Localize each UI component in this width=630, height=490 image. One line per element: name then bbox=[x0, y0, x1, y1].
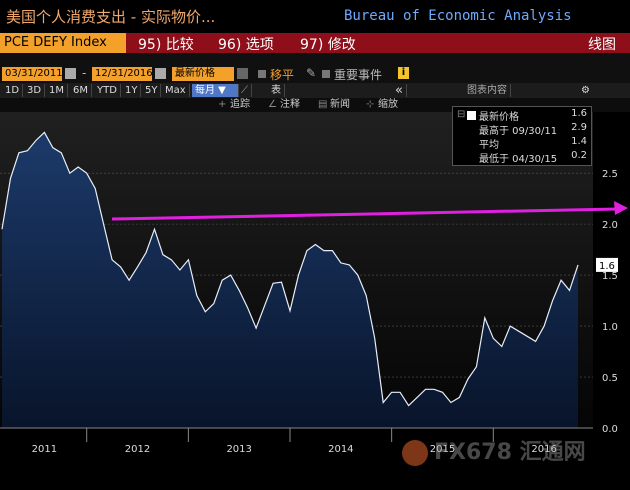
legend-last-label: 最新价格 bbox=[479, 112, 519, 123]
command-bar: PCE DEFY Index 95) 比较 96) 选项 97) 修改 线图 bbox=[0, 33, 630, 53]
range-1m[interactable]: 1M bbox=[46, 84, 68, 97]
range-max[interactable]: Max bbox=[162, 84, 190, 97]
legend: ⊟ 最新价格 1.6 最高于 09/30/11 2.9 平均 1.4 最低于 0… bbox=[452, 106, 592, 166]
calendar-icon[interactable] bbox=[155, 68, 166, 79]
moving-avg-label: 移平 bbox=[270, 68, 295, 82]
crosshair-icon: + bbox=[218, 99, 227, 110]
compare-menu[interactable]: 95) 比较 bbox=[138, 37, 194, 53]
edit-menu[interactable]: 97) 修改 bbox=[300, 37, 356, 53]
range-bar: 1D 3D 1M 6M YTD 1Y 5Y Max 每月 ▼ ⟋ 表 « 图表内… bbox=[0, 83, 630, 98]
legend-last-value: 1.6 bbox=[571, 108, 587, 119]
source-label: Bureau of Economic Analysis bbox=[344, 8, 572, 24]
news-button[interactable]: 新闻 bbox=[330, 99, 350, 110]
reference-arrow-head bbox=[614, 201, 628, 216]
line-chart-icon[interactable]: ⟋ bbox=[238, 84, 252, 97]
zoom-button[interactable]: 缩放 bbox=[378, 99, 398, 110]
x-tick-label: 2011 bbox=[32, 444, 57, 455]
date-separator: - bbox=[82, 66, 87, 80]
events-checkbox[interactable] bbox=[322, 70, 330, 78]
x-tick-label: 2016 bbox=[531, 444, 556, 455]
chart-title: 美国个人消费支出 - 实际物价... bbox=[6, 8, 216, 26]
legend-high-label: 最高于 09/30/11 bbox=[479, 126, 558, 137]
last-value-box bbox=[596, 257, 618, 272]
y-tick-label: 2.5 bbox=[602, 169, 618, 180]
collapse-icon[interactable]: « bbox=[392, 84, 407, 97]
legend-low-label: 最低于 04/30/15 bbox=[479, 154, 558, 165]
chart-content-button[interactable]: 图表内容 bbox=[464, 84, 511, 97]
range-3d[interactable]: 3D bbox=[24, 84, 46, 97]
x-axis-band bbox=[0, 428, 593, 458]
x-tick-label: 2013 bbox=[226, 444, 251, 455]
gear-icon[interactable]: ⚙ bbox=[581, 85, 590, 96]
pen-icon[interactable]: ✎ bbox=[306, 66, 317, 80]
legend-avg-value: 1.4 bbox=[571, 136, 587, 147]
x-tick-label: 2012 bbox=[125, 444, 150, 455]
calendar-icon[interactable] bbox=[65, 68, 76, 79]
series-line bbox=[1, 131, 579, 407]
legend-low-value: 0.2 bbox=[571, 150, 587, 161]
table-button[interactable]: 表 bbox=[268, 84, 285, 97]
reference-arrow-line bbox=[111, 207, 619, 221]
legend-tree-icon: ⊟ bbox=[457, 109, 466, 120]
last-value-label: 1.6 bbox=[599, 261, 615, 272]
y-tick-label: 1.0 bbox=[602, 322, 618, 333]
annotate-icon: ∠ bbox=[268, 99, 277, 110]
control-bar: 03/31/2011 - 12/31/2016 最新价格 移平 ✎ 重要事件 i bbox=[0, 53, 630, 83]
range-1y[interactable]: 1Y bbox=[122, 84, 142, 97]
y-tick-label: 0.0 bbox=[602, 424, 618, 435]
options-menu[interactable]: 96) 选项 bbox=[218, 37, 274, 53]
news-icon: ▤ bbox=[318, 99, 328, 110]
y-tick-label: 0.5 bbox=[602, 373, 618, 384]
watermark: FX678 汇通网 bbox=[402, 434, 586, 466]
series-area bbox=[2, 132, 578, 428]
watermark-text: FX678 汇通网 bbox=[434, 440, 586, 465]
watermark-logo-icon bbox=[402, 440, 428, 466]
events-label: 重要事件 bbox=[334, 68, 383, 82]
x-tick-label: 2015 bbox=[430, 444, 455, 455]
dropdown-icon[interactable] bbox=[237, 68, 248, 79]
chart-type-label[interactable]: 线图 bbox=[588, 37, 616, 53]
range-6m[interactable]: 6M bbox=[70, 84, 92, 97]
legend-high-value: 2.9 bbox=[571, 122, 587, 133]
annotate-button[interactable]: 注释 bbox=[280, 99, 300, 110]
x-tick-label: 2014 bbox=[328, 444, 353, 455]
legend-swatch bbox=[467, 111, 476, 120]
ticker-field[interactable]: PCE DEFY Index bbox=[0, 33, 126, 53]
range-5y[interactable]: 5Y bbox=[142, 84, 162, 97]
track-button[interactable]: 追踪 bbox=[230, 99, 250, 110]
range-ytd[interactable]: YTD bbox=[94, 84, 121, 97]
end-date-field[interactable]: 12/31/2016 bbox=[92, 67, 153, 81]
range-1d[interactable]: 1D bbox=[2, 84, 24, 97]
title-bar: 美国个人消费支出 - 实际物价... Bureau of Economic An… bbox=[0, 0, 630, 33]
moving-avg-checkbox[interactable] bbox=[258, 70, 266, 78]
frequency-select[interactable]: 每月 ▼ bbox=[192, 84, 239, 97]
y-tick-label: 1.5 bbox=[602, 271, 618, 282]
zoom-icon: ⊹ bbox=[366, 99, 375, 110]
field-select[interactable]: 最新价格 bbox=[172, 67, 234, 81]
legend-avg-label: 平均 bbox=[479, 140, 499, 151]
y-tick-label: 2.0 bbox=[602, 220, 618, 231]
info-icon[interactable]: i bbox=[398, 67, 409, 79]
start-date-field[interactable]: 03/31/2011 bbox=[2, 67, 63, 81]
